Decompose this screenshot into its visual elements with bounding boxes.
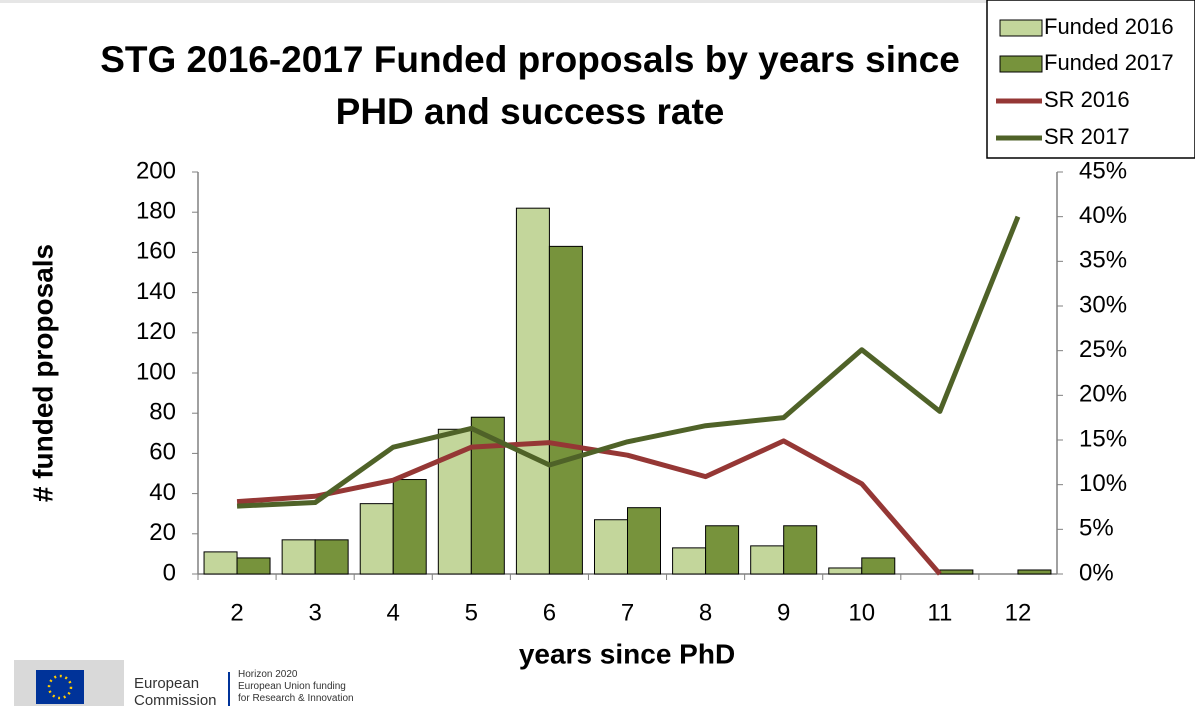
bar (548, 245, 583, 575)
legend-swatch (999, 55, 1043, 73)
bar (1017, 569, 1052, 575)
legend-label: Funded 2017 (1044, 50, 1174, 75)
y-axis-label: # funded proposals (27, 244, 58, 502)
y2-tick-label: 0% (1079, 559, 1114, 586)
eu-logo (14, 660, 230, 706)
x-tick-label: 12 (1005, 599, 1032, 626)
y2-tick-label: 25% (1079, 336, 1127, 363)
bar (828, 567, 863, 575)
x-tick-label: 7 (621, 599, 634, 626)
program-name: Horizon 2020 European Union funding for … (238, 669, 354, 705)
y2-tick-label: 10% (1079, 470, 1127, 497)
bar (392, 479, 427, 575)
top-strip (0, 0, 1195, 3)
y-tick-label: 60 (149, 439, 176, 466)
y-tick-label: 140 (136, 278, 176, 305)
bar (359, 503, 394, 575)
y-tick-label: 120 (136, 318, 176, 345)
x-tick-label: 10 (848, 599, 875, 626)
bar (594, 519, 628, 575)
x-tick-label: 8 (699, 599, 712, 626)
y2-tick-label: 5% (1079, 515, 1114, 542)
x-tick-label: 6 (543, 599, 556, 626)
y-tick-label: 20 (149, 519, 176, 546)
program-line: Horizon 2020 (238, 669, 298, 680)
bar (515, 207, 550, 575)
legend-label: SR 2017 (1044, 124, 1130, 149)
org-name: European Commission (134, 675, 217, 709)
bar (750, 545, 785, 575)
x-axis-label: years since PhD (519, 638, 735, 669)
legend-swatch (999, 19, 1043, 37)
bar (783, 525, 818, 575)
bar (281, 539, 316, 575)
bar (672, 547, 707, 575)
line (236, 215, 1021, 509)
y-tick-label: 40 (149, 479, 176, 506)
y-tick-label: 100 (136, 358, 176, 385)
bar (861, 557, 896, 575)
y2-tick-label: 35% (1079, 247, 1127, 274)
y2-tick-label: 15% (1079, 425, 1127, 452)
bar (314, 539, 349, 575)
chart-title: STG 2016-2017 Funded proposals by years … (100, 39, 960, 132)
y2-tick-label: 45% (1079, 157, 1127, 184)
y-tick-label: 160 (136, 238, 176, 265)
bar (236, 557, 271, 575)
program-line: for Research & Innovation (238, 693, 354, 704)
x-tick-label: 4 (387, 599, 400, 626)
program-line: European Union funding (238, 681, 346, 692)
legend-label: Funded 2016 (1044, 14, 1174, 39)
x-tick-label: 3 (308, 599, 321, 626)
bar (203, 551, 238, 575)
y2-tick-label: 40% (1079, 202, 1127, 229)
org-line: Commission (134, 692, 217, 709)
line (236, 438, 942, 576)
y-tick-label: 0 (163, 559, 176, 586)
x-tick-label: 9 (777, 599, 790, 626)
y2-tick-label: 20% (1079, 381, 1127, 408)
y-tick-label: 200 (136, 157, 176, 184)
x-tick-label: 11 (927, 599, 952, 626)
y2-tick-label: 30% (1079, 291, 1127, 318)
x-tick-label: 2 (230, 599, 243, 626)
bar (627, 507, 661, 575)
bar (939, 569, 974, 575)
org-line: European (134, 675, 200, 692)
y-tick-label: 180 (136, 198, 176, 225)
x-tick-label: 5 (465, 599, 478, 626)
legend-label: SR 2016 (1044, 87, 1130, 112)
bar (705, 525, 740, 575)
eu-stars (47, 674, 73, 700)
y-tick-label: 80 (149, 399, 176, 426)
